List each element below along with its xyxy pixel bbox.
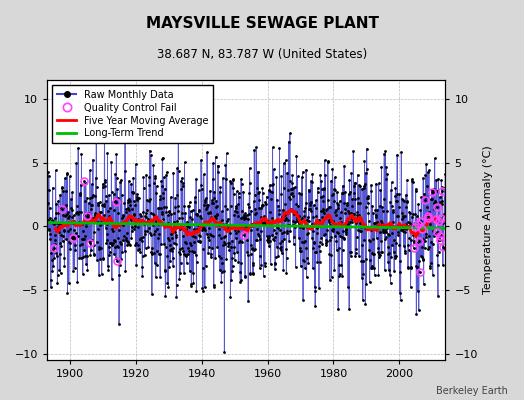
Text: MAYSVILLE SEWAGE PLANT: MAYSVILLE SEWAGE PLANT	[146, 16, 378, 31]
Legend: Raw Monthly Data, Quality Control Fail, Five Year Moving Average, Long-Term Tren: Raw Monthly Data, Quality Control Fail, …	[52, 85, 213, 143]
Text: 38.687 N, 83.787 W (United States): 38.687 N, 83.787 W (United States)	[157, 48, 367, 61]
Y-axis label: Temperature Anomaly (°C): Temperature Anomaly (°C)	[483, 146, 494, 294]
Text: Berkeley Earth: Berkeley Earth	[436, 386, 508, 396]
